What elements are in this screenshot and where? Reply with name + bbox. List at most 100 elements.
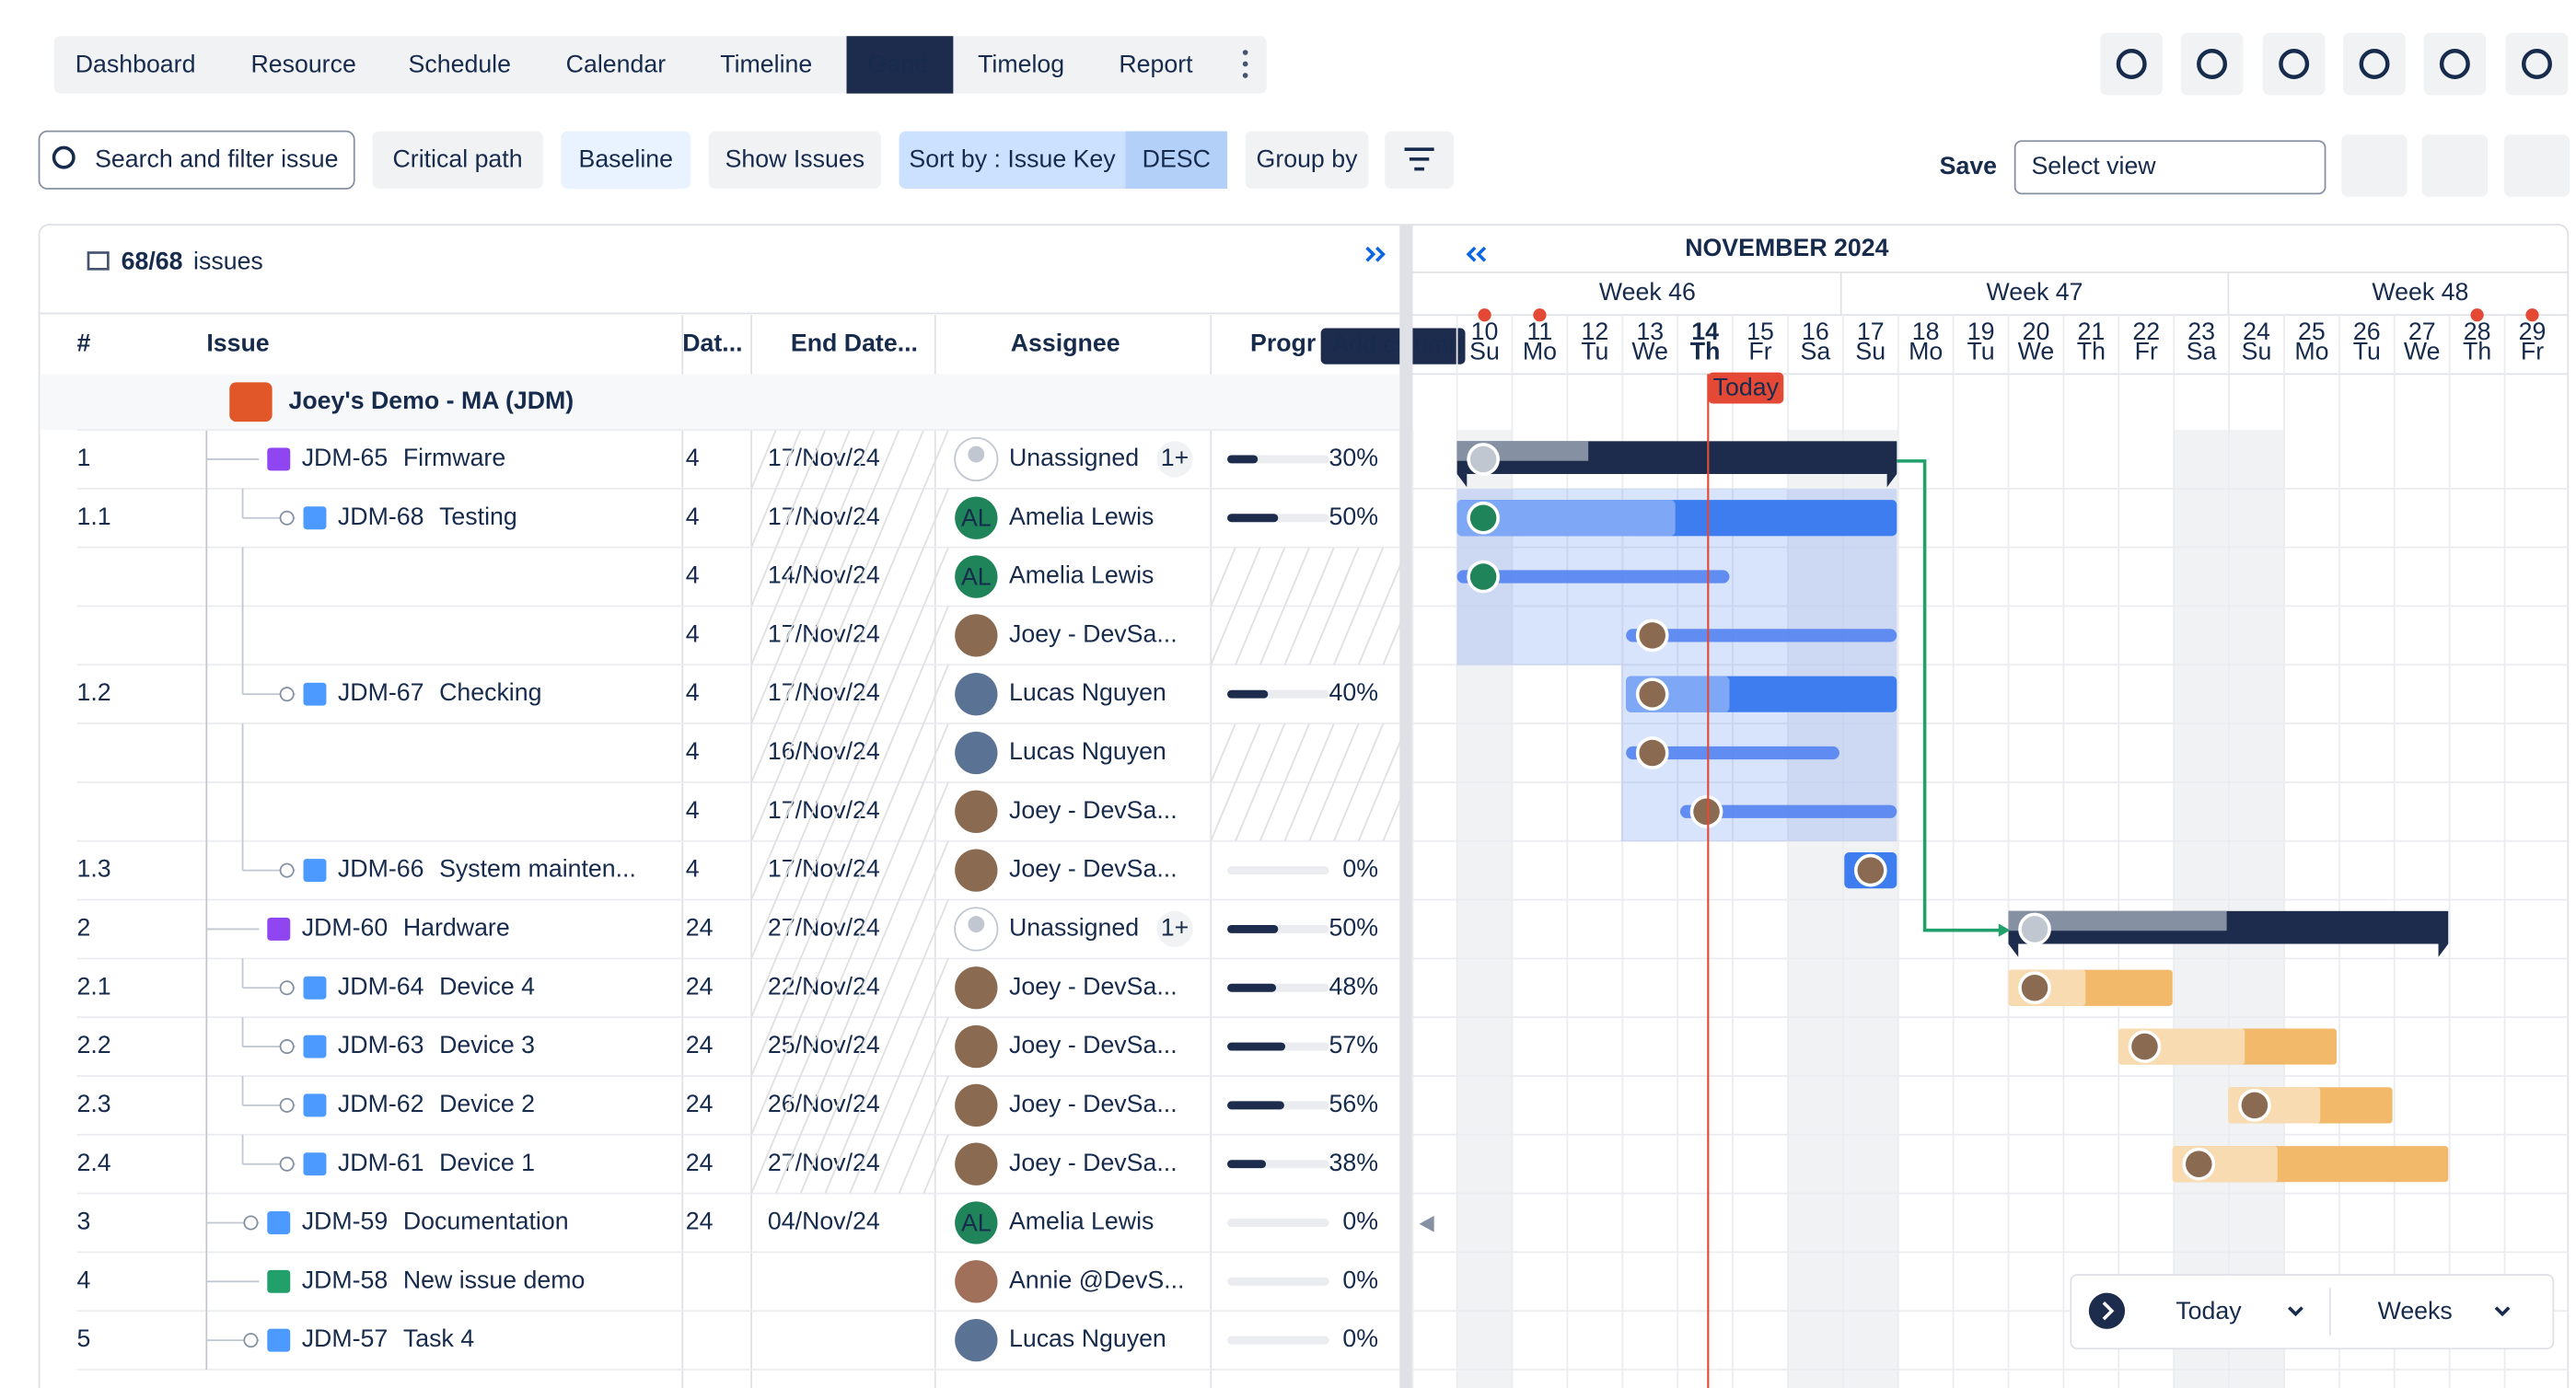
icon-button[interactable]: [2341, 134, 2408, 197]
day-number: 17: [1857, 318, 1885, 345]
column-header[interactable]: Dat...: [682, 329, 742, 356]
tab[interactable]: Schedule: [409, 50, 511, 77]
tree-node: [279, 687, 295, 702]
sort-order[interactable]: DESC: [1143, 145, 1211, 173]
scroll-left: [1466, 246, 1487, 262]
panel: [38, 224, 2570, 1388]
sort-by[interactable]: Sort by : Issue Key: [909, 145, 1116, 173]
avatar-initials: AL: [961, 562, 992, 590]
issue-key[interactable]: JDM-59: [302, 1208, 389, 1235]
bar-avatar-img: [1639, 739, 1665, 767]
hatch: [775, 429, 802, 490]
issue-key[interactable]: JDM-65: [302, 444, 389, 471]
holiday-dot: [2525, 308, 2539, 322]
column-header[interactable]: Progr: [1250, 329, 1316, 356]
column-header[interactable]: #: [77, 329, 91, 356]
column-header[interactable]: Issue: [206, 329, 269, 356]
start-date: 4: [686, 619, 700, 647]
icon-button[interactable]: [2343, 32, 2406, 96]
avatar: [955, 849, 998, 892]
icon-button[interactable]: [2505, 32, 2569, 96]
hatch: [775, 606, 802, 665]
hatch: [1357, 723, 1385, 783]
assignee: Joey - DevSa...: [1009, 796, 1178, 824]
hatch: [750, 1134, 777, 1194]
subtask-bar: [1626, 629, 1897, 642]
issue-key[interactable]: JDM-63: [338, 1031, 424, 1058]
hatch: [824, 781, 851, 842]
bar-avatar-img: [2241, 1092, 2269, 1119]
scale-select[interactable]: Weeks: [2378, 1297, 2453, 1324]
select-view-label: Select view: [2031, 152, 2156, 179]
issue-title: Device 1: [439, 1149, 535, 1176]
next-button[interactable]: [2088, 1292, 2126, 1329]
column-header[interactable]: Assignee: [1011, 329, 1120, 356]
toolbar-button-label[interactable]: Critical path: [393, 145, 523, 173]
issue-key[interactable]: JDM-57: [302, 1324, 389, 1352]
icon-button[interactable]: [2421, 134, 2489, 197]
issue-type-icon: [267, 1269, 291, 1293]
tree-node: [279, 1156, 295, 1172]
hatch: [824, 547, 851, 607]
issue-key[interactable]: JDM-60: [302, 913, 389, 941]
issue-key[interactable]: JDM-58: [302, 1266, 389, 1293]
toolbar-button-label[interactable]: Group by: [1257, 145, 1359, 173]
toolbar-button[interactable]: [372, 131, 543, 189]
issue-type-icon: [303, 976, 327, 1000]
icon-button[interactable]: [2423, 32, 2487, 96]
assignee: Amelia Lewis: [1009, 561, 1154, 589]
bar-avatar-img: [2021, 974, 2048, 1001]
weekday: We: [1631, 337, 1668, 364]
hatch: [799, 488, 827, 548]
progress-track: [1227, 866, 1329, 875]
tab[interactable]: Timelog: [978, 50, 1064, 77]
icon-button[interactable]: [2503, 134, 2570, 197]
issue-title: System mainten...: [439, 855, 636, 883]
tab[interactable]: Resource: [250, 50, 355, 77]
select-view[interactable]: [2013, 140, 2327, 195]
search-placeholder: Search and filter issue: [95, 145, 338, 173]
icon-button[interactable]: [2180, 32, 2244, 96]
hatch: [849, 429, 876, 490]
day-number: 19: [1967, 318, 1995, 345]
progress-bar: [1227, 1042, 1286, 1051]
save-button[interactable]: Save: [1940, 152, 1997, 179]
week-label: Week 47: [1987, 278, 2083, 306]
tab[interactable]: Dashboard: [75, 50, 196, 77]
row-number: 2.1: [77, 972, 111, 1000]
hatch: [775, 488, 802, 548]
today-select[interactable]: Today: [2176, 1297, 2242, 1324]
progress-track: [1227, 1219, 1329, 1227]
tab[interactable]: Gantt: [868, 50, 929, 77]
bar-avatar-img: [2021, 916, 2048, 943]
search-box[interactable]: [38, 130, 355, 190]
hatch: [873, 606, 900, 665]
icon-glyph: [2197, 49, 2228, 80]
progress-bar: [1227, 455, 1259, 464]
issue-key[interactable]: JDM-68: [338, 503, 424, 530]
issue-key[interactable]: JDM-66: [338, 855, 424, 883]
more-dot: [1242, 50, 1248, 55]
subtask-bar: [1680, 804, 1897, 818]
icon-button[interactable]: [2262, 32, 2326, 96]
tab[interactable]: Timeline: [720, 50, 812, 77]
hatch: [1382, 606, 1409, 665]
issue-key[interactable]: JDM-64: [338, 972, 424, 1000]
toolbar-button[interactable]: [561, 131, 691, 189]
hatch: [873, 723, 900, 783]
issue-key[interactable]: JDM-61: [338, 1149, 424, 1176]
toolbar-button-label[interactable]: Show Issues: [725, 145, 864, 173]
issue-key[interactable]: JDM-62: [338, 1090, 424, 1117]
hatch: [750, 664, 777, 724]
icon-button[interactable]: [2100, 32, 2164, 96]
hatch: [849, 781, 876, 842]
toolbar-button-label[interactable]: Baseline: [579, 145, 674, 173]
tab[interactable]: Report: [1119, 50, 1193, 77]
tab[interactable]: Calendar: [566, 50, 667, 77]
toolbar-button[interactable]: [1245, 131, 1369, 189]
hatch: [799, 723, 827, 783]
column-header[interactable]: End Date...: [791, 329, 918, 356]
issue-key[interactable]: JDM-67: [338, 678, 424, 706]
toolbar-button[interactable]: [708, 131, 881, 189]
avatar: [955, 1142, 998, 1186]
